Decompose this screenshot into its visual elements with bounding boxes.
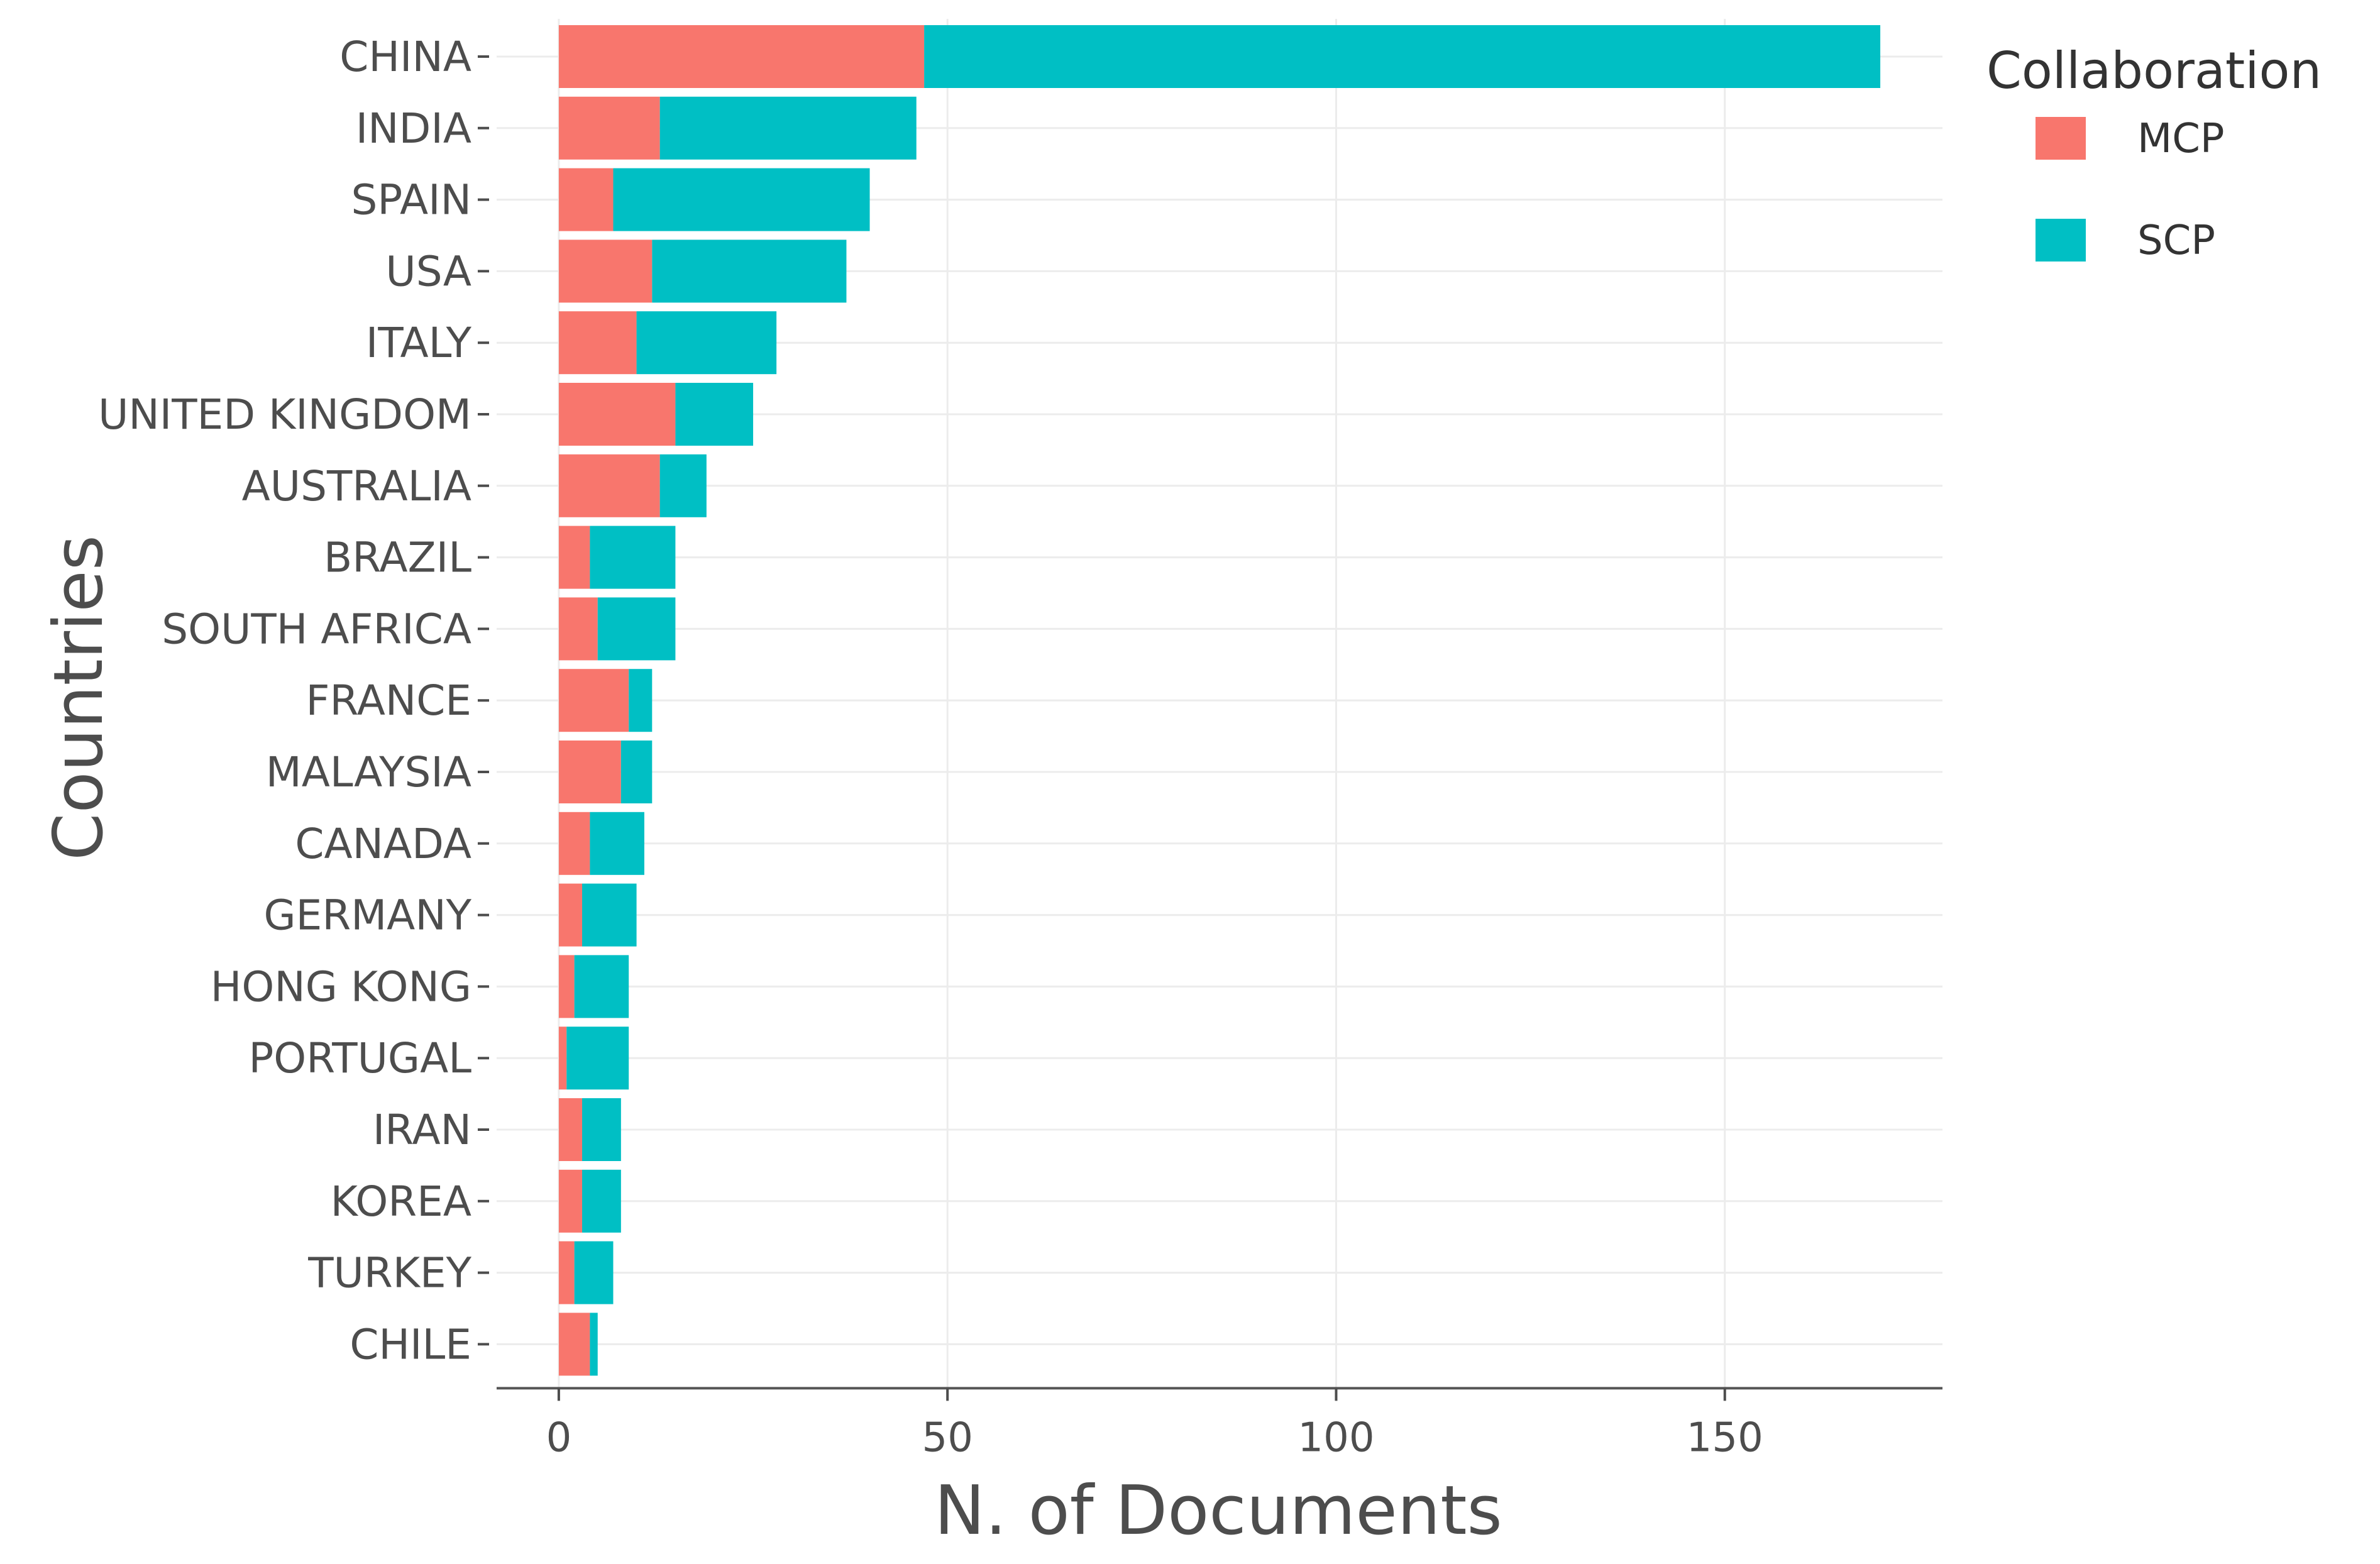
- x-tick-label-50: 50: [922, 1414, 972, 1461]
- bar-mcp-chile: [558, 1313, 590, 1376]
- legend-swatch-scp: [2036, 219, 2086, 262]
- legend: Collaboration MCP SCP: [1986, 41, 2322, 264]
- y-tick-label-chile: CHILE: [350, 1320, 471, 1368]
- y-tick-label-korea: KOREA: [331, 1177, 471, 1226]
- bar-scp-chile: [590, 1313, 598, 1376]
- bar-mcp-australia: [558, 454, 660, 517]
- bar-scp-portugal: [566, 1027, 629, 1090]
- bar-mcp-hong-kong: [558, 955, 575, 1018]
- y-tick-label-portugal: PORTUGAL: [249, 1034, 472, 1082]
- bar-scp-south-africa: [597, 597, 676, 661]
- bar-scp-brazil: [590, 526, 676, 589]
- y-tick-label-brazil: BRAZIL: [324, 534, 471, 582]
- bar-mcp-malaysia: [558, 741, 621, 803]
- bar-scp-india: [659, 96, 917, 160]
- bar-scp-canada: [590, 812, 644, 875]
- bar-mcp-spain: [558, 168, 614, 231]
- legend-title: Collaboration: [1986, 41, 2322, 100]
- y-tick-label-south-africa: SOUTH AFRICA: [162, 605, 471, 653]
- x-tick-label-100: 100: [1297, 1414, 1374, 1461]
- labels: CHINA INDIA SPAIN USA ITALY UNITED KINGDOM AUS…: [98, 33, 1763, 1461]
- bar-mcp-south-africa: [558, 597, 598, 661]
- y-tick-label-italy: ITALY: [366, 319, 472, 367]
- bar-scp-korea: [582, 1169, 621, 1233]
- y-tick-label-china: CHINA: [339, 33, 471, 81]
- y-tick-label-turkey: TURKEY: [307, 1249, 471, 1297]
- y-axis-title: Countries: [40, 535, 118, 861]
- y-tick-label-spain: SPAIN: [351, 176, 471, 224]
- bar-mcp-germany: [558, 883, 583, 947]
- bar-scp-france: [629, 669, 653, 732]
- legend-swatch-mcp: [2036, 117, 2086, 160]
- bar-mcp-india: [558, 96, 660, 160]
- bar-scp-australia: [659, 454, 707, 517]
- y-tick-label-canada: CANADA: [295, 820, 471, 868]
- bar-mcp-portugal: [558, 1027, 567, 1090]
- bar-scp-italy: [636, 311, 777, 375]
- y-tick-label-malaysia: MALAYSIA: [266, 748, 471, 796]
- bars: [558, 25, 1881, 1376]
- bar-scp-china: [924, 25, 1881, 88]
- bar-scp-hong-kong: [574, 955, 629, 1018]
- x-tick-label-150: 150: [1687, 1414, 1763, 1461]
- bar-mcp-usa: [558, 240, 653, 303]
- bar-mcp-china: [558, 25, 925, 88]
- bar-mcp-canada: [558, 812, 590, 875]
- bar-scp-iran: [582, 1098, 621, 1161]
- bar-scp-usa: [652, 240, 847, 303]
- bar-mcp-turkey: [558, 1241, 575, 1304]
- bar-mcp-italy: [558, 311, 637, 375]
- y-tick-label-france: FRANCE: [306, 676, 471, 725]
- legend-label-scp: SCP: [2137, 218, 2215, 264]
- bar-mcp-iran: [558, 1098, 583, 1161]
- bar-scp-spain: [613, 168, 870, 231]
- x-axis-title: N. of Documents: [934, 1472, 1502, 1550]
- x-tick-label-0: 0: [546, 1414, 572, 1461]
- bar-mcp-korea: [558, 1169, 583, 1233]
- legend-label-mcp: MCP: [2137, 116, 2225, 162]
- y-tick-label-usa: USA: [385, 247, 471, 295]
- y-tick-label-australia: AUSTRALIA: [242, 462, 471, 510]
- bar-scp-malaysia: [620, 741, 653, 803]
- bar-mcp-united-kingdom: [558, 383, 676, 446]
- y-tick-label-germany: GERMANY: [264, 891, 472, 940]
- bar-scp-turkey: [574, 1241, 614, 1304]
- bar-scp-united-kingdom: [675, 383, 754, 446]
- y-tick-label-hong-kong: HONG KONG: [211, 962, 471, 1011]
- bar-mcp-brazil: [558, 526, 590, 589]
- bar-scp-germany: [582, 883, 637, 947]
- y-tick-label-iran: IRAN: [373, 1106, 471, 1154]
- y-tick-label-united-kingdom: UNITED KINGDOM: [98, 390, 471, 439]
- y-tick-label-india: INDIA: [356, 104, 471, 153]
- bar-mcp-france: [558, 669, 629, 732]
